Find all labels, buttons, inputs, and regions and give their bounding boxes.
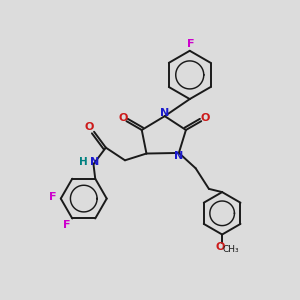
Text: N: N (174, 152, 184, 161)
Text: O: O (200, 112, 209, 123)
Text: F: F (49, 192, 56, 202)
Text: N: N (160, 108, 169, 118)
Text: O: O (215, 242, 224, 252)
Text: O: O (118, 112, 128, 123)
Text: N: N (90, 157, 100, 167)
Text: O: O (84, 122, 93, 132)
Text: CH₃: CH₃ (222, 245, 239, 254)
Text: H: H (79, 157, 88, 167)
Text: F: F (188, 39, 195, 49)
Text: F: F (63, 220, 71, 230)
